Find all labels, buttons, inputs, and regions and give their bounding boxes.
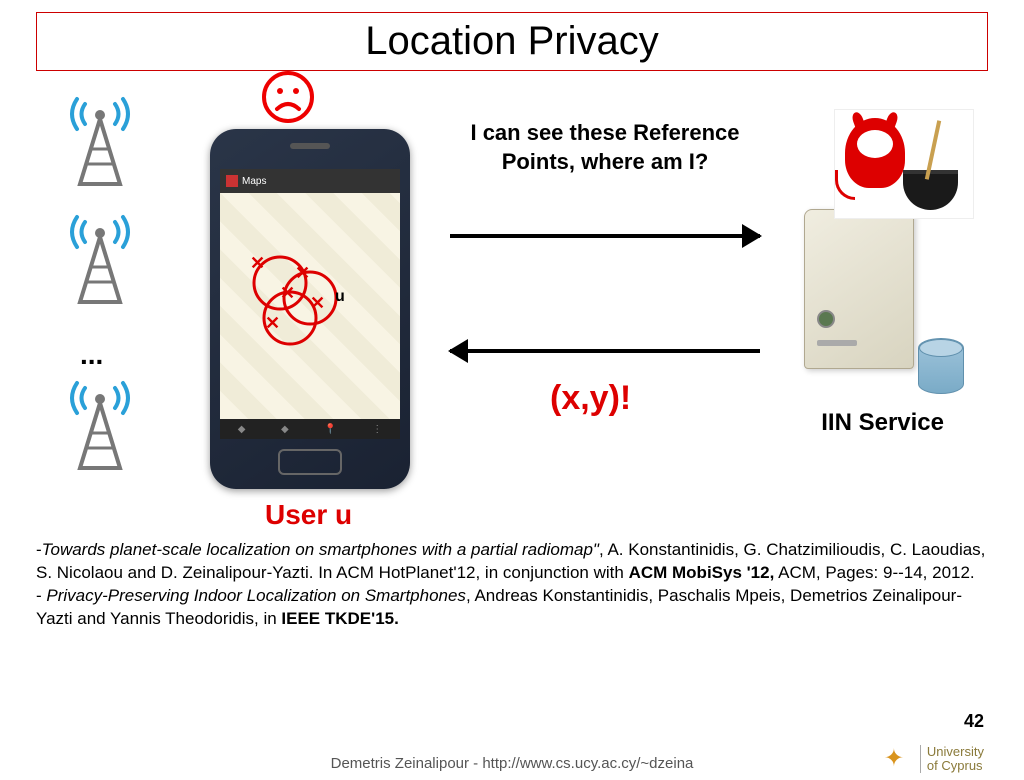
university-logo: ✦ Universityof Cyprus [884,744,984,774]
smartphone: Maps ✕ ✕ ✕ ✕ ✕ u ◆◆📍⋮ [210,129,410,489]
slide-title: Location Privacy [36,12,988,71]
cell-towers [60,89,140,473]
sad-face-icon [260,69,316,138]
user-label: User u [265,499,352,531]
response-arrow-icon [450,349,760,353]
request-arrow-icon [450,234,760,238]
citations: -Towards planet-scale localization on sm… [36,539,988,631]
tower-icon [60,207,140,307]
server-icon [804,209,954,389]
query-text: I can see these Reference Points, where … [460,119,750,176]
citation-1: -Towards planet-scale localization on sm… [36,539,988,585]
phone-screen: Maps ✕ ✕ ✕ ✕ ✕ u ◆◆📍⋮ [220,169,400,439]
tower-ellipsis: ... [80,339,103,371]
phone-nav-bar: ◆◆📍⋮ [220,419,400,439]
response-text: (x,y)! [550,379,631,418]
tower-icon [60,89,140,189]
app-name: Maps [242,176,266,187]
footer-author: Demetris Zeinalipour - http://www.cs.ucy… [0,755,1024,772]
university-name-1: University [927,745,984,759]
page-number: 42 [964,711,984,732]
diagram-area: ... Maps ✕ ✕ ✕ ✕ ✕ u ◆◆📍⋮ User u I can s… [20,79,1004,529]
citation-2: - Privacy-Preserving Indoor Localization… [36,585,988,631]
database-icon [918,338,964,394]
university-mark-icon: ✦ [884,744,914,774]
tower-icon [60,373,140,473]
user-marker: u [335,288,345,306]
map-view: ✕ ✕ ✕ ✕ ✕ u [220,193,400,419]
server-label: IIN Service [821,409,944,437]
phone-app-header: Maps [220,169,400,193]
devil-icon [834,109,974,219]
university-name-2: of Cyprus [927,759,984,773]
